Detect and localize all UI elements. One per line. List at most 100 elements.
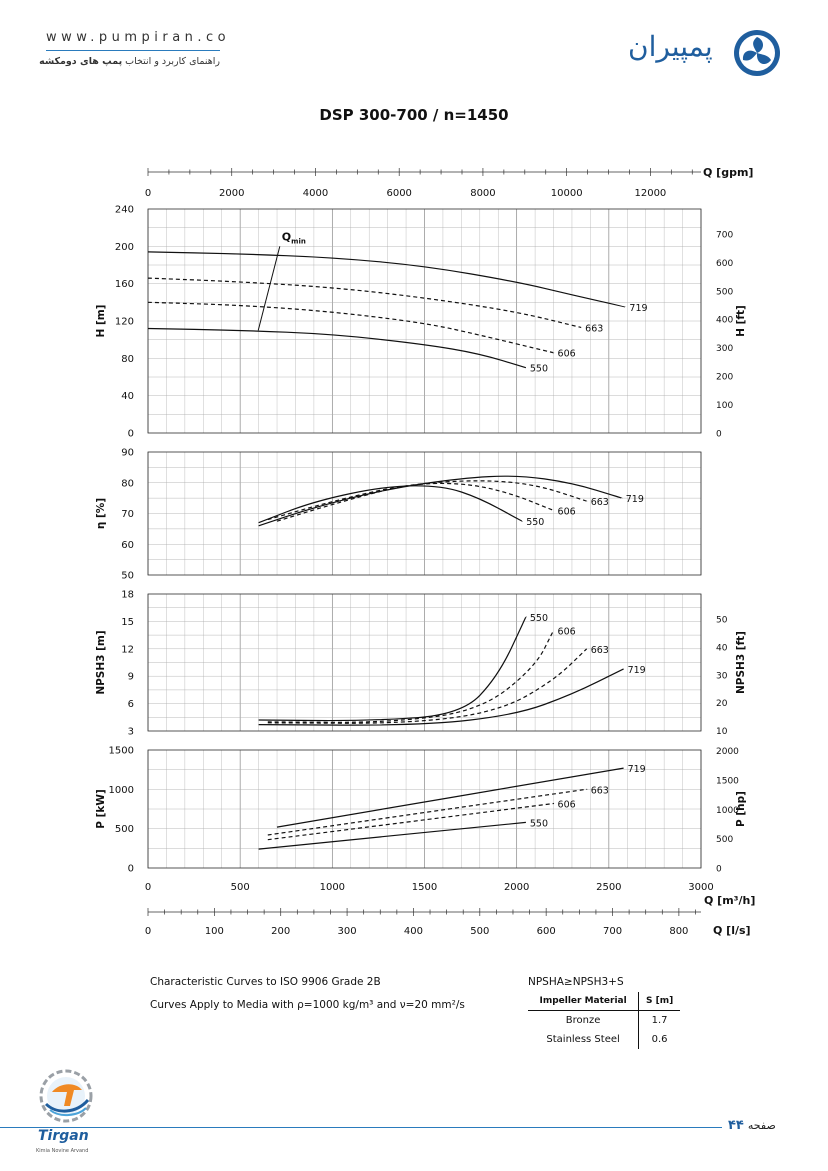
series-label-550: 550 [530, 613, 548, 624]
series-line-606 [267, 630, 555, 723]
qmin-label: Qmin [282, 230, 306, 245]
series-label-663: 663 [585, 324, 603, 335]
m3h-tick-label: 1000 [320, 882, 345, 893]
series-label-550: 550 [530, 818, 548, 829]
chart-title: DSP 300-700 / n=1450 [319, 106, 509, 124]
m3h-tick-label: 3000 [688, 882, 713, 893]
series-label-663: 663 [591, 497, 609, 508]
tirgan-logo-text: Tirgan [38, 1128, 89, 1144]
series-label-719: 719 [626, 494, 644, 505]
m3h-tick-label: 1500 [412, 882, 437, 893]
series-line-606 [267, 802, 555, 841]
y-tick-label: 3 [128, 727, 134, 738]
panel-efficiency [147, 451, 702, 576]
panel-frame [147, 593, 702, 732]
series-label-606: 606 [558, 627, 576, 638]
gpm-tick-label: 8000 [470, 188, 495, 199]
header-impeller-material: Impeller Material [528, 992, 640, 1011]
impeller-material-table: Impeller Material S [m] Bronze 1.7 Stain… [528, 992, 680, 1049]
gpm-tick-label: 0 [145, 188, 151, 199]
y-right-tick-label: 30 [716, 671, 728, 681]
y-right-tick-label: 0 [716, 865, 722, 875]
y-tick-label: 1500 [109, 746, 134, 757]
header-tagline: راهنمای کاربرد و انتخاب پمپ های دومکشه [39, 56, 220, 67]
y-right-tick-label: 300 [716, 344, 733, 354]
series-line-550 [258, 616, 527, 722]
y-right-tick-label: 40 [716, 644, 728, 654]
table-row: Stainless Steel 0.6 [528, 1030, 680, 1049]
y-tick-label: 200 [115, 242, 134, 253]
y-tick-label: 0 [128, 429, 134, 440]
series-line-550 [258, 485, 523, 524]
qmin-line [257, 246, 281, 331]
series-line-719 [258, 475, 623, 527]
series-label-719: 719 [628, 665, 646, 676]
pumpiran-logo-icon [734, 30, 780, 76]
y-tick-label: 240 [115, 205, 134, 216]
y-right-tick-label: 20 [716, 699, 728, 709]
series-label-719: 719 [629, 303, 647, 314]
series-line-663 [267, 788, 588, 836]
npsh-formula: NPSHA≥NPSH3+S [528, 976, 624, 988]
tagline-prefix: راهنمای کاربرد و انتخاب [122, 56, 220, 67]
ls-tick-label: 300 [338, 926, 357, 937]
y-right-tick-label: 2000 [716, 747, 739, 757]
y-right-tick-label: 1500 [716, 777, 739, 787]
series-line-719 [258, 668, 624, 726]
tagline-bold: پمپ های دومکشه [39, 56, 123, 67]
website-url[interactable]: www.pumpiran.co [46, 30, 231, 45]
note-iso: Characteristic Curves to ISO 9906 Grade … [150, 976, 381, 988]
ls-tick-label: 600 [537, 926, 556, 937]
page-word: صفحه [747, 1119, 776, 1132]
series-line-719 [276, 767, 624, 828]
y-right-tick-label: 700 [716, 230, 733, 240]
page-number: ۴۴ صفحه [728, 1118, 776, 1133]
series-label-663: 663 [591, 785, 609, 796]
panel-frame [147, 451, 702, 576]
y-axis-label: η [%] [95, 498, 107, 529]
y-axis-label: H [m] [95, 305, 107, 338]
y-right-tick-label: 500 [716, 835, 733, 845]
material-bronze: Bronze [528, 1010, 640, 1030]
y-tick-label: 9 [128, 672, 134, 683]
series-line-663 [147, 277, 582, 329]
gpm-tick-label: 2000 [219, 188, 244, 199]
panel-npsh [147, 593, 702, 732]
y-axis-label: NPSH3 [m] [95, 630, 107, 694]
m3h-tick-label: 2000 [504, 882, 529, 893]
y-tick-label: 60 [121, 540, 134, 551]
gpm-tick-label: 10000 [551, 188, 583, 199]
y-right-tick-label: 50 [716, 616, 728, 626]
series-label-719: 719 [628, 764, 646, 775]
pumpiran-logo: پمپیران [628, 26, 788, 82]
gpm-axis-label: Q [gpm] [703, 166, 753, 179]
series-label-606: 606 [558, 799, 576, 810]
panel-power [147, 749, 702, 869]
y-tick-label: 12 [121, 644, 134, 655]
header-s-margin: S [m] [638, 992, 680, 1011]
y-tick-label: 0 [128, 864, 134, 875]
tirgan-logo-subtitle: Kimia Novine Arvand [36, 1148, 89, 1154]
y-right-tick-label: 500 [716, 287, 733, 297]
series-line-719 [147, 251, 626, 308]
table-header-row: Impeller Material S [m] [528, 992, 680, 1011]
y-tick-label: 160 [115, 279, 134, 290]
series-label-606: 606 [558, 349, 576, 360]
ls-tick-label: 500 [470, 926, 489, 937]
series-line-606 [147, 301, 555, 354]
y-tick-label: 80 [121, 354, 134, 365]
panel-frame [147, 749, 702, 869]
y-right-tick-label: 100 [716, 401, 733, 411]
series-line-606 [276, 482, 555, 522]
table-row: Bronze 1.7 [528, 1010, 680, 1030]
header-rule [46, 50, 220, 51]
y-right-tick-label: 200 [716, 373, 733, 383]
ls-tick-label: 0 [145, 926, 151, 937]
y-right-tick-label: 10 [716, 727, 728, 737]
y-tick-label: 15 [121, 617, 134, 628]
y-right-tick-label: 600 [716, 259, 733, 269]
y-right-axis-label: P [hp] [735, 791, 747, 827]
gpm-tick-label: 4000 [303, 188, 328, 199]
y-tick-label: 70 [121, 509, 134, 520]
